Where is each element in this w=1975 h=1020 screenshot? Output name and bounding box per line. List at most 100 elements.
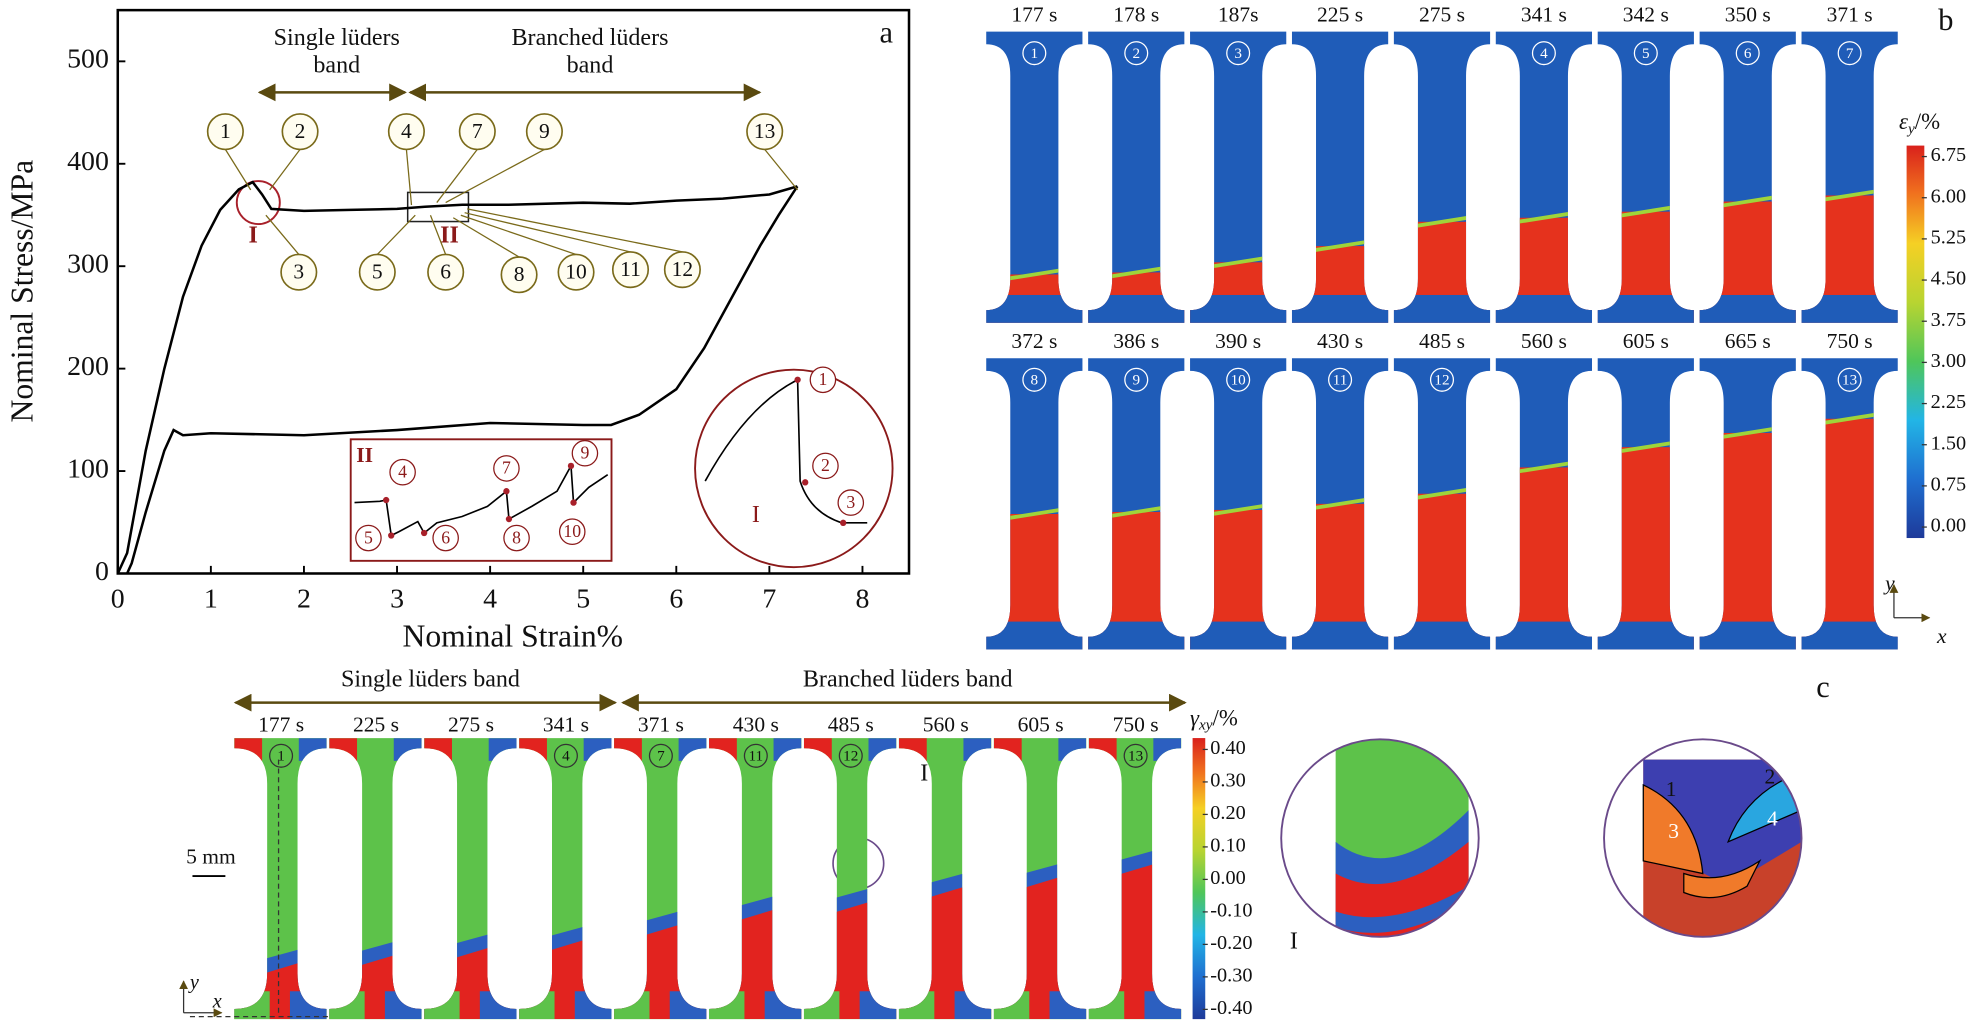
schematic-circle xyxy=(1603,738,1803,938)
frame-marker xyxy=(1837,367,1862,392)
frame-time: 485 s xyxy=(828,713,874,737)
frame-time: 560 s xyxy=(1521,329,1567,353)
colorbar xyxy=(1192,738,1206,1020)
frame-marker-label: 13 xyxy=(1842,372,1857,389)
frame-time: 605 s xyxy=(1623,329,1669,353)
specimen xyxy=(803,738,897,1020)
frame-marker xyxy=(1429,367,1455,392)
specimen xyxy=(329,738,422,1020)
inset-circle xyxy=(694,368,894,569)
x-tick-label: 1 xyxy=(204,584,218,615)
band-label: Single lüders band xyxy=(341,667,520,693)
specimen xyxy=(234,738,327,1020)
stage-marker-label: 10 xyxy=(565,259,587,283)
zoom-label: I xyxy=(920,760,928,786)
zoom-label: I xyxy=(1290,929,1298,955)
axis-icon-label: y xyxy=(188,971,199,993)
frame-time: 225 s xyxy=(1317,2,1363,26)
colorbar-tick-label: 2.25 xyxy=(1931,391,1966,413)
panel-label: a xyxy=(879,15,893,49)
strain-band xyxy=(1088,262,1185,323)
colorbar-label: γxy/% xyxy=(1190,706,1238,735)
frame-time: 350 s xyxy=(1725,2,1771,26)
frame-marker xyxy=(1328,367,1353,392)
frame-time: 665 s xyxy=(1725,329,1771,353)
y-tick-label: 500 xyxy=(67,44,109,75)
frame-marker xyxy=(269,743,294,768)
frame-time: 177 s xyxy=(1011,2,1057,26)
stage-marker-label: 9 xyxy=(539,119,550,143)
stage-marker xyxy=(525,113,563,151)
specimen xyxy=(424,738,517,1020)
y-tick-label: 100 xyxy=(67,453,109,484)
colorbar-label: εy/% xyxy=(1899,109,1940,138)
frame-time: 342 s xyxy=(1623,2,1669,26)
frame-marker-label: 4 xyxy=(562,748,570,765)
stage-marker xyxy=(500,256,538,294)
frame-time: 560 s xyxy=(923,713,969,737)
inset-marker xyxy=(812,452,839,480)
frame-marker-label: 3 xyxy=(1234,45,1242,62)
zoom-circle xyxy=(1280,738,1480,938)
inset-marker xyxy=(503,524,530,552)
inset-marker xyxy=(389,458,416,486)
colorbar xyxy=(1906,145,1925,539)
specimen xyxy=(708,738,802,1020)
colorbar-tick-label: -0.40 xyxy=(1210,997,1252,1019)
frame-time: 275 s xyxy=(1419,2,1465,26)
x-tick-label: 8 xyxy=(856,584,870,615)
strain-band xyxy=(1699,192,1796,323)
inset-marker-label: 6 xyxy=(441,527,450,547)
colorbar-tick-label: 3.75 xyxy=(1931,309,1966,331)
stage-marker-label: 3 xyxy=(293,259,304,283)
frame-marker-label: 12 xyxy=(843,748,858,765)
frame-time: 430 s xyxy=(1317,329,1363,353)
frame-marker xyxy=(1837,41,1862,66)
stage-marker xyxy=(206,113,244,151)
inset-marker xyxy=(571,439,599,467)
inset-marker-label: 7 xyxy=(502,458,511,478)
panel-label: b xyxy=(1938,3,1953,37)
inset-dots xyxy=(382,462,577,539)
stage-marker-label: 1 xyxy=(220,119,231,143)
colorbar-tick-label: 5.25 xyxy=(1931,227,1966,249)
strain-band xyxy=(1801,185,1898,323)
leader-line xyxy=(224,149,252,191)
frame-time: 187s xyxy=(1218,2,1259,26)
frame-time: 225 s xyxy=(353,713,399,737)
band-label: Single lüders xyxy=(274,25,400,51)
inset-marker xyxy=(355,524,382,552)
x-tick-label: 7 xyxy=(762,584,776,615)
frame-marker xyxy=(1226,41,1251,66)
frame-marker xyxy=(648,743,673,768)
frame-time: 275 s xyxy=(448,713,494,737)
inset-label: II xyxy=(356,443,373,467)
frame-marker-label: 4 xyxy=(1540,45,1548,62)
stage-marker xyxy=(427,253,465,291)
x-tick-label: 2 xyxy=(297,584,311,615)
frame-marker xyxy=(1531,41,1556,66)
inset-marker-label: 4 xyxy=(398,462,407,482)
strain-band xyxy=(1801,409,1898,650)
inset-marker xyxy=(432,524,459,552)
leader-line xyxy=(376,214,416,255)
y-tick-label: 0 xyxy=(95,556,109,587)
inset-marker-label: 1 xyxy=(818,369,827,389)
colorbar-label-unit: /% xyxy=(1213,706,1238,731)
x-tick-label: 6 xyxy=(669,584,683,615)
stage-marker xyxy=(280,253,318,291)
inset-marker xyxy=(493,455,520,482)
colorbar-tick-label: 6.75 xyxy=(1931,144,1966,166)
band-label: band xyxy=(313,53,360,79)
stage-marker xyxy=(746,113,784,151)
stage-marker xyxy=(387,113,425,151)
strain-band xyxy=(1291,494,1389,650)
frame-time: 750 s xyxy=(1827,329,1873,353)
leader-line xyxy=(445,148,545,204)
stage-marker-label: 4 xyxy=(401,119,412,143)
leader-line xyxy=(467,208,683,253)
strain-band xyxy=(1393,212,1491,323)
strain-band xyxy=(1495,208,1593,323)
frame-marker xyxy=(1735,41,1760,66)
zoom-circle xyxy=(235,180,281,226)
